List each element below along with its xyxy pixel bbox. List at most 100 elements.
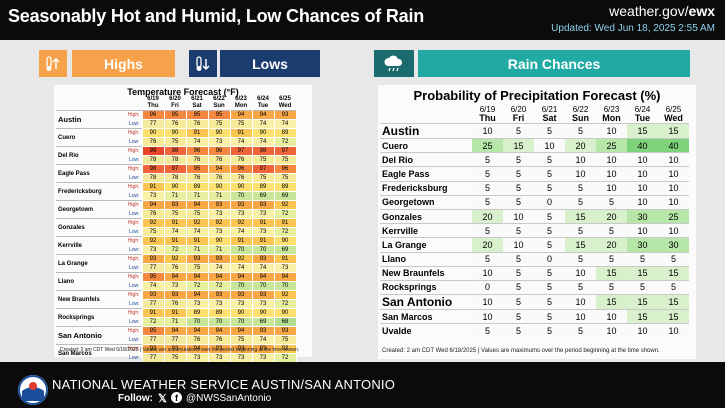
precip-value: 5: [565, 180, 596, 196]
low-value: 73: [207, 227, 231, 237]
day-header-row: Thu Fri Sat Sun Mon Tue Wed: [380, 114, 689, 124]
high-value: 94: [207, 164, 231, 174]
low-value: 75: [163, 137, 187, 147]
precip-value: 25: [658, 208, 689, 224]
precip-value: 5: [472, 166, 503, 182]
corner: [380, 114, 472, 124]
low-value: 74: [251, 335, 275, 345]
city-label: La Grange: [380, 237, 472, 252]
social-handle[interactable]: @NWSSanAntonio: [186, 393, 272, 404]
low-value: 71: [185, 191, 209, 201]
precip-value: 10: [627, 152, 658, 167]
day-header: Wed: [278, 103, 292, 109]
tab-rain-chances[interactable]: Rain Chances: [418, 50, 690, 77]
precipitation-footnote: Created: 2 am CDT Wed 6/18/2025 | Values…: [382, 348, 660, 354]
date-header: 6/22: [213, 96, 225, 102]
high-value: 95: [185, 110, 209, 120]
city-label: Fredericksburg: [56, 182, 120, 201]
x-icon[interactable]: 𝕏: [158, 393, 167, 405]
precip-value: 5: [503, 223, 534, 238]
date-header: 6/25: [279, 96, 291, 102]
high-label: High:: [120, 290, 142, 300]
table-row: San Marcos 10 5 5 10 10 15 15: [380, 309, 689, 324]
precip-value: 5: [658, 279, 689, 295]
precip-value: 5: [534, 237, 565, 252]
date-header: 6/25: [665, 105, 682, 114]
high-value: 91: [251, 218, 275, 228]
precip-value: 10: [596, 123, 627, 139]
low-value: 76: [163, 299, 187, 309]
precip-value: 10: [658, 180, 689, 196]
high-value: 93: [185, 254, 209, 264]
date-header: 6/23: [235, 96, 247, 102]
high-value: 94: [251, 110, 275, 120]
corner: [56, 103, 120, 111]
follow-label: Follow:: [118, 393, 153, 404]
precip-value: 5: [503, 251, 534, 267]
high-value: 93: [273, 326, 297, 336]
tab-highs[interactable]: Highs: [72, 50, 175, 77]
precip-value: 5: [503, 265, 534, 281]
high-value: 89: [185, 308, 209, 318]
high-value: 93: [207, 200, 231, 210]
high-value: 94: [141, 200, 165, 210]
city-label: Kerrville: [380, 223, 472, 238]
high-value: 93: [141, 290, 165, 300]
precip-value: 0: [472, 279, 503, 295]
high-value: 98: [163, 146, 187, 156]
precip-value: 0: [534, 194, 565, 210]
precip-value: 15: [596, 265, 627, 281]
table-row: Fredericksburg 5 5 5 5 10 10 10: [380, 180, 689, 196]
precip-value: 10: [627, 194, 658, 210]
high-value: 93: [251, 326, 275, 336]
low-label: Low:: [128, 174, 140, 181]
low-label: Low:: [128, 120, 140, 127]
main-area: Highs Lows Rain Chances Temperature Fore…: [0, 40, 725, 381]
high-value: 90: [229, 182, 253, 192]
low-value: 73: [185, 299, 209, 309]
city-label: New Braunfels: [56, 290, 120, 309]
corner: [56, 96, 120, 103]
precip-value: 30: [658, 237, 689, 252]
high-label: High:: [120, 236, 142, 246]
facebook-icon[interactable]: f: [171, 392, 182, 403]
high-value: 90: [163, 182, 187, 192]
low-label: Low:: [128, 264, 140, 271]
low-value: 74: [185, 137, 209, 147]
precip-value: 0: [534, 251, 565, 267]
low-value: 70: [229, 191, 253, 201]
city-label: Georgetown: [56, 200, 120, 219]
low-value: 75: [207, 119, 231, 129]
high-value: 94: [185, 272, 209, 282]
high-value: 94: [185, 326, 209, 336]
table-row: Del Rio High: 99 98 96 96 97 98 97: [56, 146, 297, 165]
low-value: 77: [141, 119, 165, 129]
low-value: 77: [141, 263, 165, 273]
low-value: 74: [185, 227, 209, 237]
tab-lows[interactable]: Lows: [220, 50, 320, 77]
precip-value: 5: [534, 123, 565, 139]
precip-value: 10: [596, 152, 627, 167]
high-value: 91: [185, 128, 209, 138]
low-value: 70: [185, 317, 209, 327]
precip-value: 40: [627, 137, 658, 153]
table-row: Rocksprings High: 91 91 89 89 90 90 90: [56, 308, 297, 327]
low-label: Low:: [128, 300, 140, 307]
precip-value: 5: [534, 265, 565, 281]
date-header: 6/21: [541, 105, 558, 114]
high-value: 94: [229, 110, 253, 120]
low-value: 78: [141, 155, 165, 165]
precip-value: 5: [596, 279, 627, 295]
high-value: 90: [141, 128, 165, 138]
precip-value: 10: [534, 137, 565, 153]
site-link[interactable]: weather.gov/ewx: [609, 3, 715, 19]
day-header: Thu: [479, 113, 496, 123]
precip-value: 15: [503, 137, 534, 153]
day-header: Fri: [171, 103, 179, 109]
high-label: High:: [120, 218, 142, 228]
table-row: San Antonio 10 5 5 10 15 15 15: [380, 294, 689, 310]
low-value: 75: [273, 173, 297, 183]
day-header: Mon: [602, 113, 621, 123]
low-value: 72: [273, 209, 297, 219]
precip-value: 15: [627, 294, 658, 310]
